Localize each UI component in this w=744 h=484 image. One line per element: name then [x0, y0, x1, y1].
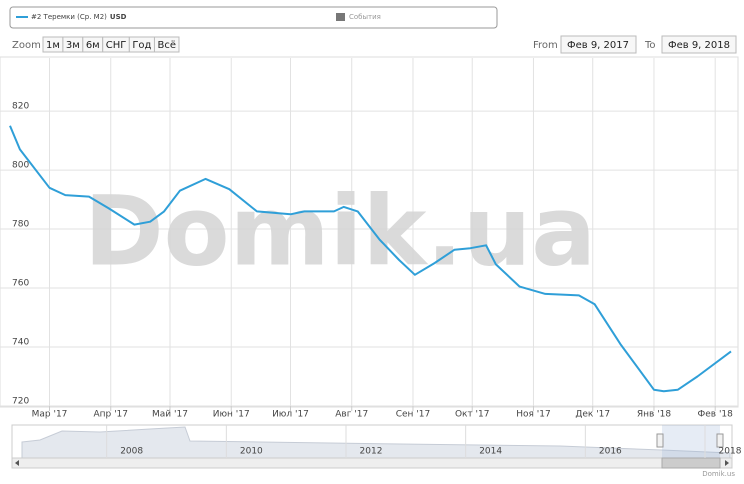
x-tick-label: Мар '17	[32, 410, 68, 420]
plot	[9, 125, 732, 393]
x-tick-label: Окт '17	[455, 410, 490, 420]
range-button[interactable]: 3м	[62, 36, 84, 53]
legend-events-icon	[336, 13, 345, 21]
legend-label[interactable]: #2 Теремки (Ср. М2)	[31, 13, 107, 21]
range-button-label[interactable]: Всё	[157, 40, 176, 51]
x-tick-label: Янв '18	[637, 410, 672, 420]
y-tick-label: 720	[12, 397, 29, 407]
x-tick-label: Ноя '17	[516, 410, 550, 420]
x-tick-label: Июл '17	[272, 410, 309, 420]
from-label: From	[533, 40, 558, 51]
y-tick-label: 820	[12, 102, 29, 112]
range-button-label[interactable]: Год	[132, 40, 151, 51]
navigator-tick-label: 2008	[120, 447, 143, 457]
from-value[interactable]: Фев 9, 2017	[567, 40, 629, 51]
x-tick-label: Май '17	[152, 410, 188, 420]
range-button-label[interactable]: СНГ	[106, 40, 127, 51]
x-tick-label: Фев '18	[698, 410, 734, 420]
range-button[interactable]: 6м	[82, 36, 104, 53]
line-series	[9, 125, 732, 393]
scrollbar-thumb[interactable]	[661, 457, 721, 469]
x-tick-label: Июн '17	[213, 410, 250, 420]
x-tick-label: Сен '17	[396, 410, 431, 420]
range-button[interactable]: Всё	[153, 36, 180, 53]
y-tick-label: 800	[12, 161, 29, 171]
x-tick-label: Авг '17	[335, 410, 368, 420]
y-tick-label: 740	[12, 338, 29, 348]
from-input[interactable]	[560, 35, 637, 54]
navigator-tick-label: 2010	[240, 447, 263, 457]
range-button[interactable]: 1м	[42, 36, 64, 53]
range-button[interactable]: СНГ	[102, 36, 130, 53]
navigator-tick-label: 2014	[479, 447, 502, 457]
to-input[interactable]	[661, 35, 737, 54]
to-label: To	[644, 40, 656, 51]
navigator-area	[21, 426, 731, 459]
scroll-right-arrow[interactable]	[725, 460, 729, 466]
navigator-selection[interactable]	[662, 425, 720, 458]
x-tick-label: Дек '17	[575, 410, 610, 420]
range-button-label[interactable]: 3м	[66, 40, 80, 51]
zoom-label: Zoom	[12, 40, 41, 51]
plot-border	[0, 56, 739, 408]
navigator-handle[interactable]	[656, 433, 664, 448]
navigator-tick-label: 2016	[599, 447, 622, 457]
grid	[0, 58, 738, 407]
navigator-handle[interactable]	[716, 433, 724, 448]
range-button-label[interactable]: 1м	[46, 40, 60, 51]
range-button-box[interactable]	[153, 36, 180, 53]
legend: #2 Теремки (Ср. М2) USD События	[16, 13, 381, 21]
to-value[interactable]: Фев 9, 2018	[668, 40, 730, 51]
range-button[interactable]: Год	[128, 36, 155, 53]
navigator-tick-label: 2012	[360, 447, 383, 457]
navigator-tick-label: 2018	[719, 447, 742, 457]
legend-box	[9, 6, 498, 29]
watermark: Domik.ua	[84, 175, 596, 287]
legend-events-label[interactable]: События	[349, 13, 381, 21]
navigator	[11, 424, 733, 469]
range-button-label[interactable]: 6м	[86, 40, 100, 51]
legend-currency: USD	[110, 13, 127, 21]
scrollbar[interactable]	[11, 457, 733, 469]
y-tick-label: 760	[12, 279, 29, 289]
credit[interactable]: Domik.us	[702, 470, 735, 478]
y-tick-label: 780	[12, 220, 29, 230]
scroll-left-arrow[interactable]	[15, 460, 19, 466]
x-tick-label: Апр '17	[93, 410, 128, 420]
